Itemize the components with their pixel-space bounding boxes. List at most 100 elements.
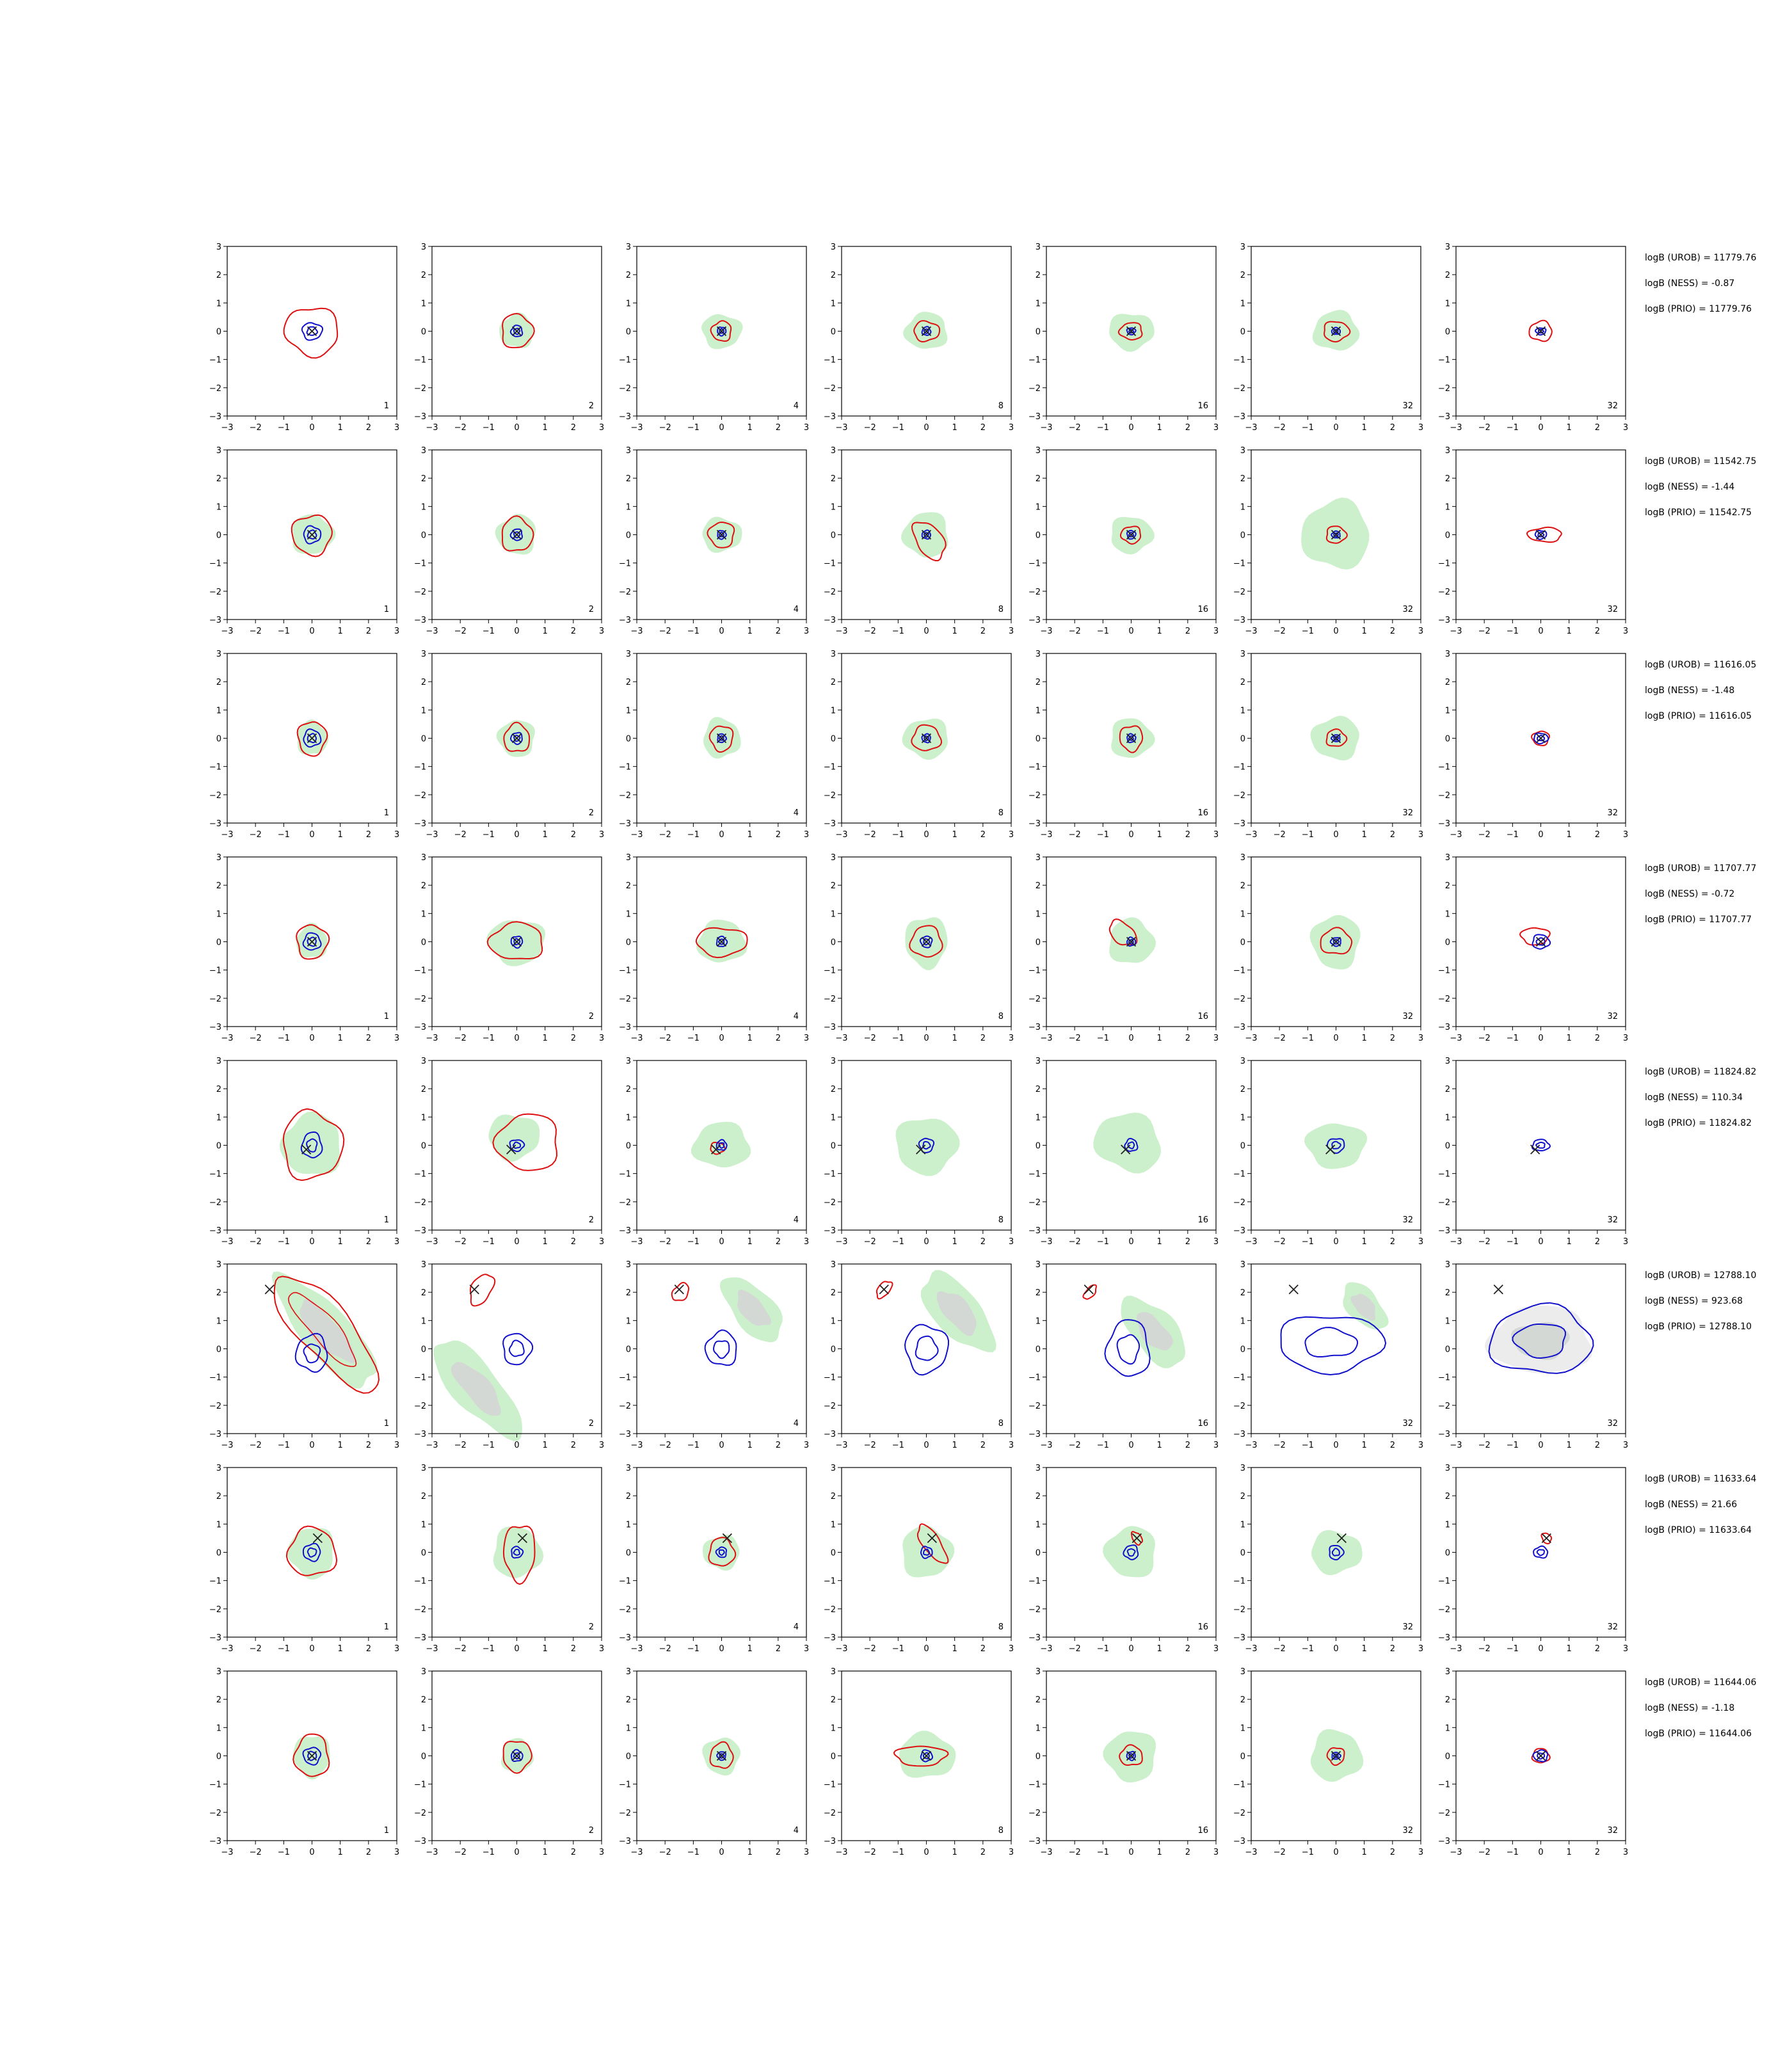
truth-marker: [1126, 529, 1137, 540]
panel-label: 4: [794, 605, 799, 614]
y-tick-label: 0: [421, 1752, 426, 1762]
y-tick-label: −2: [1233, 1605, 1245, 1615]
y-tick-label: 1: [216, 299, 221, 308]
x-tick-label: 2: [776, 1441, 781, 1450]
axes-frame: [1046, 1263, 1217, 1434]
x-tick-label: 3: [804, 1034, 809, 1043]
y-tick-label: 1: [216, 909, 221, 919]
x-tick-label: 1: [1362, 1237, 1367, 1247]
blue-contour: [509, 732, 523, 746]
x-tick-label: −2: [1478, 1441, 1491, 1450]
panel-label: 32: [1607, 1215, 1618, 1225]
density-fill-outer: [1311, 1530, 1363, 1576]
x-tick-label: −1: [483, 1441, 495, 1450]
blue-contour-inner: [915, 1335, 939, 1361]
red-contour: [296, 721, 328, 757]
y-tick-label: −2: [1233, 995, 1245, 1004]
blue-contour-inner: [306, 1138, 318, 1153]
y-tick-label: 2: [1445, 474, 1450, 484]
panel-label: 1: [384, 1622, 389, 1632]
truth-marker: [1126, 326, 1137, 337]
x-tick-label: 3: [1009, 1441, 1014, 1450]
x-tick-label: 0: [309, 830, 314, 840]
y-tick-label: 1: [626, 909, 631, 919]
y-tick-label: −3: [619, 412, 631, 422]
blue-contour: [303, 728, 322, 748]
y-tick-label: 2: [831, 1085, 836, 1094]
y-tick-label: −3: [1028, 1633, 1041, 1643]
row-stat: logB (PRIO) = 11616.05: [1645, 711, 1752, 721]
panel-label: 2: [589, 401, 594, 411]
row-stat: logB (PRIO) = 11644.06: [1645, 1729, 1752, 1739]
y-tick-label: −1: [619, 1373, 631, 1383]
x-tick-label: −3: [221, 1237, 233, 1247]
blue-contour: [294, 1332, 328, 1373]
y-tick-label: 0: [1036, 1549, 1041, 1558]
x-tick-label: 3: [599, 423, 604, 433]
x-tick-label: 3: [599, 830, 604, 840]
y-tick-label: 0: [1445, 328, 1450, 337]
y-tick-label: 0: [421, 1345, 426, 1355]
panel-r3-c2: −3−3 −2 −2 −1 −1 0 0 1 1 2 2 3 3 2: [414, 650, 604, 840]
y-tick-label: 2: [216, 1695, 221, 1705]
row-stat: logB (PRIO) = 11779.76: [1645, 304, 1752, 314]
blue-contour-inner: [307, 936, 317, 947]
x-tick-label: −2: [659, 627, 671, 636]
x-tick-label: 1: [1567, 1644, 1572, 1654]
truth-marker: [1121, 1144, 1131, 1155]
y-tick-label: 0: [216, 1752, 221, 1762]
row-stat: logB (NESS) = -0.87: [1645, 278, 1734, 289]
x-tick-label: 2: [776, 423, 781, 433]
x-tick-label: 3: [1623, 1644, 1628, 1654]
y-tick-label: −3: [1028, 1430, 1041, 1439]
red-contour: [469, 1274, 496, 1307]
row-stat: logB (PRIO) = 11633.64: [1645, 1525, 1752, 1535]
truth-marker: [916, 1144, 926, 1155]
y-tick-label: 3: [831, 446, 836, 456]
density-fill-outer: [296, 922, 328, 957]
blue-contour-inner: [717, 938, 725, 945]
panel-r6-c7: −3−3 −2 −2 −1 −1 0 0 1 1 2 2 3 3 32: [1438, 1260, 1628, 1450]
y-tick-label: −1: [824, 966, 836, 976]
panel-label: 16: [1197, 605, 1208, 614]
x-tick-label: 3: [394, 1441, 399, 1450]
y-tick-label: −1: [1438, 1373, 1450, 1383]
y-tick-label: −2: [1028, 1809, 1041, 1818]
blue-contour: [1126, 1750, 1136, 1761]
truth-marker: [511, 529, 522, 540]
panel-label: 1: [384, 401, 389, 411]
row-stat: logB (UROB) = 11707.77: [1645, 863, 1756, 874]
x-tick-label: 3: [804, 1441, 809, 1450]
y-tick-label: 1: [421, 1316, 426, 1326]
panel-r3-c1: −3−3 −2 −2 −1 −1 0 0 1 1 2 2 3 3 1: [209, 650, 399, 840]
y-tick-label: 2: [1036, 881, 1041, 891]
x-tick-label: 1: [543, 1237, 548, 1247]
x-tick-label: 3: [599, 627, 604, 636]
x-tick-label: −1: [483, 1237, 495, 1247]
truth-marker: [1288, 1284, 1299, 1295]
y-tick-label: −1: [414, 1577, 426, 1587]
y-tick-label: −1: [619, 763, 631, 772]
y-tick-label: 2: [216, 271, 221, 280]
y-tick-label: 1: [1240, 706, 1245, 716]
blue-contour: [302, 1542, 321, 1562]
truth-marker: [1132, 1533, 1142, 1544]
y-tick-label: −3: [1233, 616, 1245, 625]
x-tick-label: 2: [571, 1441, 576, 1450]
blue-contour: [921, 529, 931, 540]
blue-contour: [302, 932, 322, 951]
x-tick-label: −1: [483, 423, 495, 433]
x-tick-label: −3: [1450, 1441, 1462, 1450]
y-tick-label: 3: [626, 650, 631, 659]
x-tick-label: −3: [1450, 1034, 1462, 1043]
y-tick-label: −1: [414, 559, 426, 569]
y-tick-label: 2: [831, 881, 836, 891]
x-tick-label: 0: [719, 1034, 724, 1043]
x-tick-label: 3: [1418, 1441, 1423, 1450]
panel-label: 1: [384, 1826, 389, 1836]
y-tick-label: 0: [1036, 735, 1041, 744]
x-tick-label: −3: [630, 1237, 643, 1247]
red-contour: [695, 927, 748, 959]
red-contour: [916, 1523, 949, 1564]
red-contour: [1540, 1532, 1553, 1545]
